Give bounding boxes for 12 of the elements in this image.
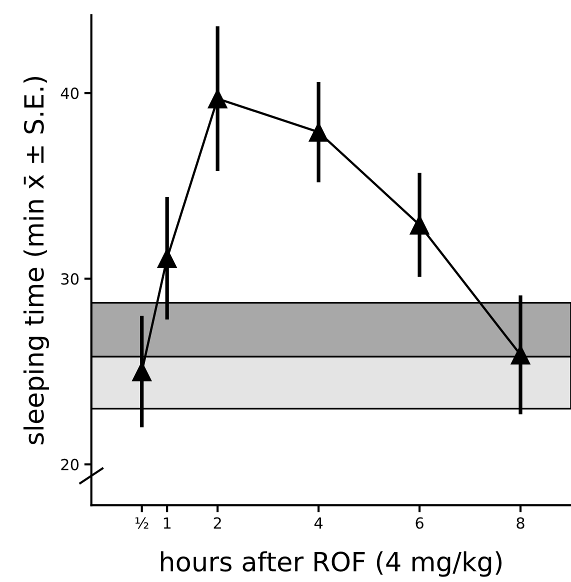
- y-tick-label: 40: [60, 88, 79, 100]
- x-tick-label: 4: [314, 517, 323, 529]
- x-tick-label: 1: [164, 517, 171, 529]
- x-tick-label: ½: [135, 517, 148, 529]
- x-axis-title: hours after ROF (4 mg/kg): [160, 551, 502, 577]
- x-tick-label: 2: [214, 517, 221, 529]
- x-tick-label: 6: [416, 517, 424, 529]
- y-tick-label: 20: [61, 458, 79, 470]
- point: [410, 215, 430, 235]
- y-tick-label: 30: [61, 273, 79, 285]
- x-tick-label: 8: [516, 517, 524, 529]
- y-axis-title: sleeping time (min x̄ ± S.E.): [23, 76, 49, 444]
